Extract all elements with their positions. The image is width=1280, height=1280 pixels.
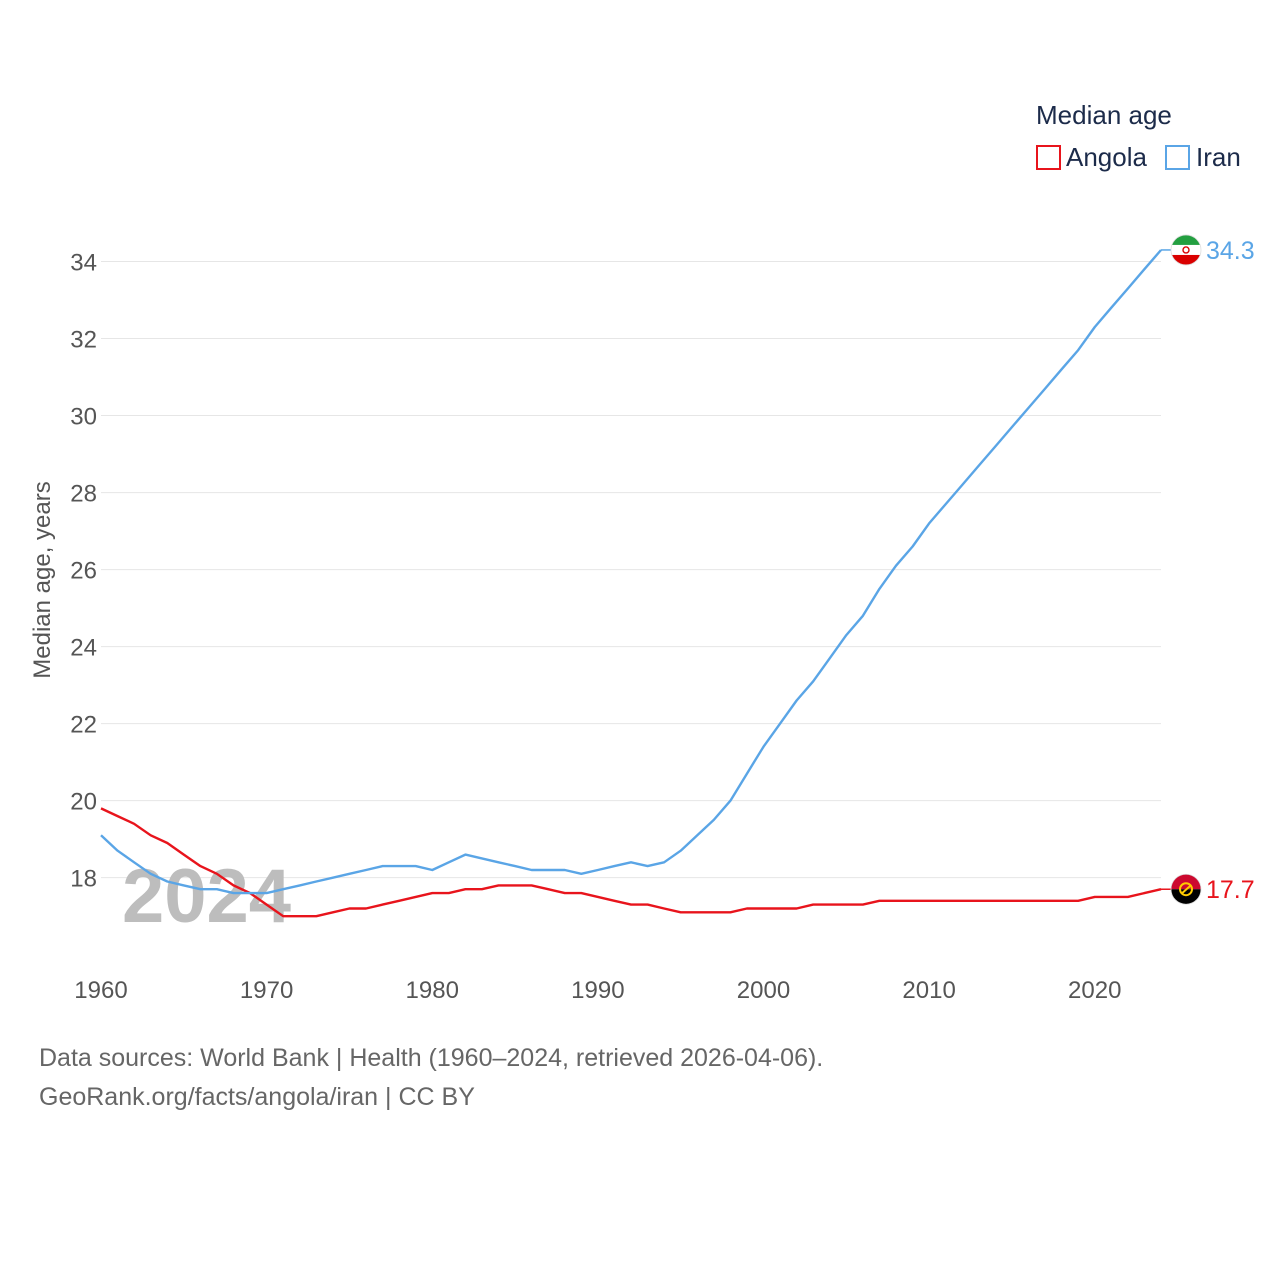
- x-axis-ticks: 1960 1970 1980 1990 2000 2010 2020: [74, 977, 1121, 1004]
- legend: Median age Angola Iran: [1036, 100, 1241, 172]
- y-tick-label: 20: [70, 789, 97, 816]
- legend-title: Median age: [1036, 100, 1172, 130]
- y-tick-label: 24: [70, 635, 97, 662]
- y-tick-label: 30: [70, 404, 97, 431]
- legend-item-angola[interactable]: Angola: [1036, 142, 1147, 172]
- x-tick-label: 2020: [1068, 977, 1121, 1004]
- angola-flag-icon: [1170, 873, 1202, 905]
- x-tick-label: 1990: [571, 977, 624, 1004]
- y-tick-label: 22: [70, 712, 97, 739]
- legend-label-iran: Iran: [1196, 142, 1241, 172]
- year-watermark: 2024: [122, 854, 291, 939]
- footer-sources: Data sources: World Bank | Health (1960–…: [39, 1044, 824, 1072]
- grid-lines: [101, 261, 1161, 879]
- y-tick-label: 28: [70, 481, 97, 508]
- end-value-label-angola: 17.7: [1206, 876, 1255, 904]
- y-axis-ticks: 18 20 22 24 26 28 30 32 34: [70, 250, 97, 893]
- y-tick-label: 34: [70, 250, 97, 277]
- legend-item-iran[interactable]: Iran: [1165, 142, 1241, 172]
- footer-attribution[interactable]: GeoRank.org/facts/angola/iran | CC BY: [39, 1083, 475, 1111]
- y-tick-label: 18: [70, 866, 97, 893]
- x-tick-label: 1960: [74, 977, 127, 1004]
- y-tick-label: 32: [70, 327, 97, 354]
- iran-flag-icon: [1170, 234, 1202, 266]
- y-axis-label: Median age, years: [29, 481, 56, 678]
- series-line-iran: [100, 249, 1162, 895]
- x-tick-label: 1980: [406, 977, 459, 1004]
- legend-label-angola: Angola: [1066, 142, 1147, 172]
- series-end-markers: 17.7 34.3: [1161, 234, 1255, 905]
- y-tick-label: 26: [70, 558, 97, 585]
- legend-swatch-iran: [1165, 145, 1190, 170]
- end-value-label-iran: 34.3: [1206, 237, 1255, 265]
- x-tick-label: 2000: [737, 977, 790, 1004]
- x-tick-label: 1970: [240, 977, 293, 1004]
- legend-swatch-angola: [1036, 145, 1061, 170]
- series-lines: [100, 249, 1162, 918]
- x-tick-label: 2010: [902, 977, 955, 1004]
- series-line-angola: [100, 807, 1162, 918]
